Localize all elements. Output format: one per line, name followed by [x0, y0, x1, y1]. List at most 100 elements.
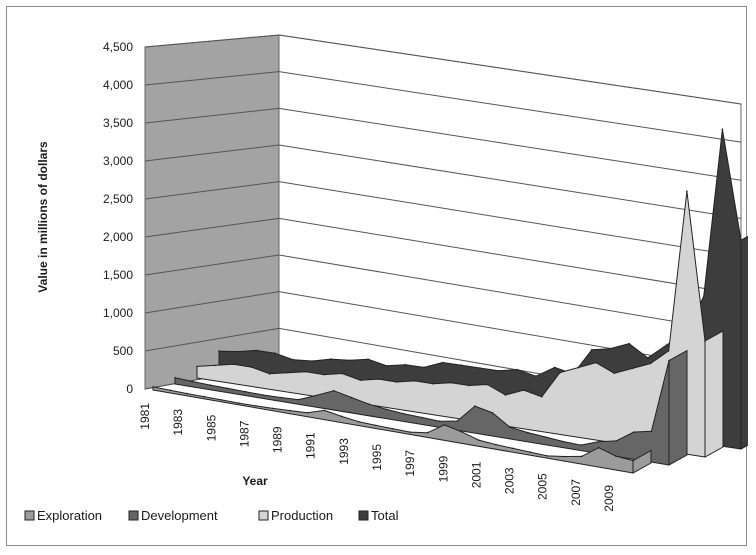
series-area-production: [196, 190, 706, 458]
data-point-total-1984: [274, 352, 276, 355]
data-point-production-1987: [305, 370, 307, 373]
data-point-exploration-1991: [323, 409, 326, 412]
data-point-total-1996: [497, 369, 500, 372]
data-point-development-2004: [580, 444, 582, 446]
x-tick-label: 1981: [138, 403, 152, 430]
data-point-development-1998: [474, 405, 476, 407]
data-point-development-1982: [191, 380, 194, 383]
data-point-production-2003: [595, 361, 597, 364]
data-point-production-1992: [395, 381, 398, 383]
data-point-exploration-1994: [375, 424, 377, 427]
data-point-production-2001: [559, 371, 561, 374]
data-point-exploration-2003: [529, 451, 531, 453]
data-point-production-2002: [577, 366, 579, 369]
data-point-total-1998: [535, 375, 537, 378]
data-point-development-2008: [650, 430, 653, 433]
x-tick-label: 1989: [271, 426, 285, 453]
data-point-production-2000: [540, 396, 543, 398]
data-point-production-1983: [232, 363, 235, 366]
legend-label-production: Production: [271, 508, 333, 523]
data-point-production-1995: [450, 381, 452, 384]
data-point-exploration-1982: [169, 389, 171, 392]
data-point-production-2009: [704, 340, 706, 342]
data-point-development-1987: [280, 396, 282, 399]
data-point-exploration-1987: [255, 405, 257, 407]
data-point-development-1996: [438, 420, 441, 423]
gridline-back: [278, 34, 742, 105]
gridline-side: [144, 254, 280, 276]
legend-label-development: Development: [141, 508, 218, 523]
data-point-total-1982: [236, 350, 239, 353]
y-tick-label: 2,500: [103, 192, 133, 206]
data-point-total-1987: [330, 358, 332, 360]
x-tick-label: 1987: [237, 420, 251, 447]
data-point-total-1993: [441, 361, 444, 364]
data-point-production-1982: [214, 364, 216, 367]
y-tick-label: 1,500: [103, 268, 133, 282]
x-tick-label: 1995: [370, 444, 384, 471]
y-tick-label: 3,000: [103, 154, 133, 168]
data-point-production-1993: [413, 380, 416, 382]
data-point-total-2005: [665, 344, 668, 347]
gridline-back: [278, 144, 742, 219]
data-point-exploration-2001: [495, 443, 497, 446]
y-tick-label: 500: [113, 344, 133, 358]
data-point-production-2004: [613, 372, 616, 375]
data-point-production-1994: [432, 382, 434, 385]
data-point-exploration-1992: [340, 415, 343, 418]
data-point-exploration-1995: [392, 428, 394, 430]
data-point-total-2008: [721, 128, 724, 130]
data-point-development-2003: [562, 440, 564, 443]
chart-frame: 0 500 1,000 1,500 2,000 2,500 3,000 3,500 4,000 4…: [6, 6, 756, 546]
data-point-exploration-1997: [426, 432, 429, 434]
data-point-development-1988: [297, 398, 300, 401]
data-point-development-2000: [509, 426, 512, 429]
x-tick-label: 1993: [337, 438, 351, 465]
data-point-total-1986: [311, 360, 314, 362]
data-point-total-1999: [553, 366, 556, 369]
data-point-development-1984: [227, 387, 229, 390]
data-point-production-1996: [468, 384, 470, 387]
data-point-production-2005: [631, 367, 634, 370]
data-point-exploration-1989: [289, 409, 291, 412]
data-point-total-2003: [628, 342, 630, 345]
data-point-development-1983: [209, 384, 212, 386]
data-point-exploration-2000: [477, 439, 480, 441]
gridline-side: [144, 71, 280, 86]
legend-swatch-exploration: [24, 510, 35, 521]
data-point-total-1981: [218, 350, 220, 352]
data-point-exploration-1983: [186, 392, 189, 395]
data-point-exploration-2009: [632, 459, 634, 462]
data-point-production-1998: [504, 394, 507, 396]
x-axis-ticks: 1981 1983 1985 1987 1989 1991 1993 1995 1997 1999…: [138, 403, 616, 512]
data-point-exploration-2004: [546, 455, 549, 457]
data-point-exploration-2008: [615, 455, 617, 457]
data-point-production-1990: [359, 379, 362, 382]
gridline-side: [144, 327, 280, 352]
legend-swatch-development: [128, 510, 139, 521]
data-point-exploration-1996: [409, 431, 411, 433]
gridline-back: [278, 254, 742, 334]
data-point-exploration-1990: [306, 412, 309, 414]
chart-svg: 0 500 1,000 1,500 2,000 2,500 3,000 3,500 4,000 4…: [24, 34, 756, 523]
y-tick-label: 0: [126, 382, 133, 396]
data-point-development-2009: [668, 359, 670, 362]
data-point-total-1988: [348, 359, 351, 362]
series-depth-development: [668, 349, 688, 466]
gridline-back: [278, 107, 742, 181]
gridline-side: [144, 217, 280, 238]
gridline-back: [278, 71, 742, 143]
data-point-total-2004: [647, 357, 649, 359]
data-point-exploration-1999: [460, 431, 463, 433]
data-point-development-1994: [403, 413, 406, 415]
data-point-development-1993: [385, 408, 388, 411]
data-point-development-1997: [456, 420, 459, 422]
gridline-side: [144, 144, 280, 162]
legend-swatch-production: [258, 510, 269, 521]
data-point-exploration-2006: [580, 455, 583, 458]
gridline-side: [144, 181, 280, 200]
data-point-development-1992: [368, 403, 370, 406]
legend-swatch-total: [358, 510, 369, 521]
data-point-production-1989: [341, 372, 343, 375]
data-point-exploration-1986: [237, 402, 240, 404]
